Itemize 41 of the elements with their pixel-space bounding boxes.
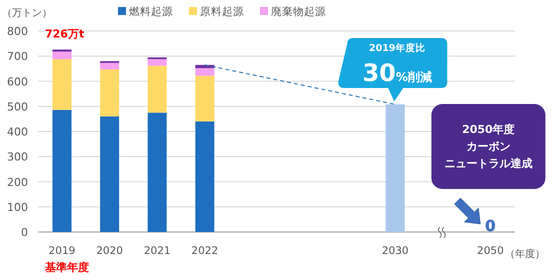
bar xyxy=(100,116,120,232)
annotation: 726万t xyxy=(45,28,84,41)
annotation: カーボン xyxy=(466,140,510,153)
bar xyxy=(148,66,167,113)
bar xyxy=(100,62,120,70)
annotation: 2019年度比 xyxy=(368,42,426,54)
x-tick-label: 2019 xyxy=(48,245,76,257)
y-tick-label: 500 xyxy=(7,100,28,114)
x-axis-title: （年度） xyxy=(505,248,545,260)
annotation: 2050年度 xyxy=(462,123,515,136)
x-tick-label: 2050 xyxy=(477,245,504,257)
x-tick-label: 2020 xyxy=(96,245,123,257)
y-tick-label: 600 xyxy=(7,75,28,88)
legend-label: 廃棄物起源 xyxy=(271,5,326,18)
bar xyxy=(386,104,405,232)
annotation: ニュートラル達成 xyxy=(444,157,532,170)
y-tick-label: 0 xyxy=(21,226,28,239)
x-tick-label: 2021 xyxy=(144,245,171,257)
bar xyxy=(195,121,214,232)
bar xyxy=(52,52,72,60)
y-axis-title: （万トン） xyxy=(2,8,52,19)
y-tick-label: 400 xyxy=(7,126,28,138)
bar xyxy=(52,110,72,232)
annotation: 基準年度 xyxy=(45,261,89,274)
bar xyxy=(52,59,72,110)
bar xyxy=(195,68,214,76)
y-tick-label: 300 xyxy=(7,150,28,164)
data-label: 0 xyxy=(485,217,496,235)
bar xyxy=(100,69,120,116)
y-tick-label: 200 xyxy=(7,176,28,189)
x-tick-label: 2022 xyxy=(191,245,218,257)
bar xyxy=(148,59,167,66)
y-tick-label: 100 xyxy=(7,200,28,214)
annotation: 30%削減 xyxy=(362,59,432,87)
y-tick-label: 700 xyxy=(7,50,28,64)
bar xyxy=(148,112,167,232)
bar xyxy=(195,76,214,122)
x-tick-label: 2030 xyxy=(382,245,409,257)
legend-label: 原料起源 xyxy=(200,5,244,18)
legend-label: 燃料起源 xyxy=(129,5,173,18)
y-tick-label: 800 xyxy=(7,25,28,38)
